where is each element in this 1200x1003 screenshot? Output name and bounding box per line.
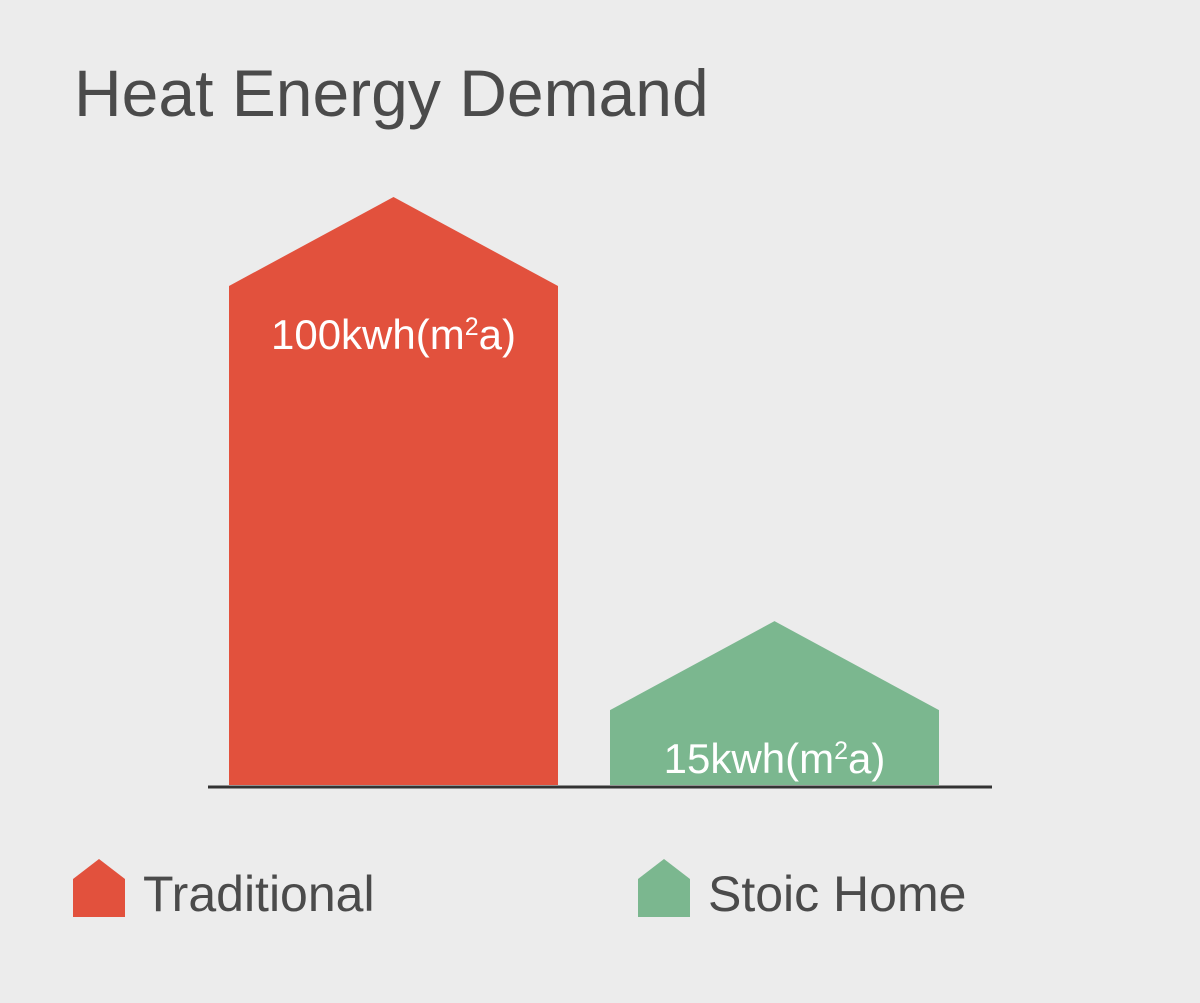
legend-label-stoic-home: Stoic Home (708, 866, 967, 922)
data-label-stoic-home: 15kwh(m2a) (664, 735, 886, 782)
legend-swatch-stoic-home (638, 859, 690, 917)
bar-traditional (229, 197, 558, 785)
house-icon (638, 859, 690, 917)
legend-label-traditional: Traditional (143, 866, 375, 922)
house-icon (73, 859, 125, 917)
data-label-traditional: 100kwh(m2a) (271, 311, 516, 358)
legend-item-stoic-home: Stoic Home (638, 858, 967, 922)
legend-swatch-traditional (73, 859, 125, 917)
bar-stoic-home (610, 621, 939, 785)
legend-item-traditional: Traditional (73, 858, 375, 922)
chart-title: Heat Energy Demand (74, 56, 709, 130)
